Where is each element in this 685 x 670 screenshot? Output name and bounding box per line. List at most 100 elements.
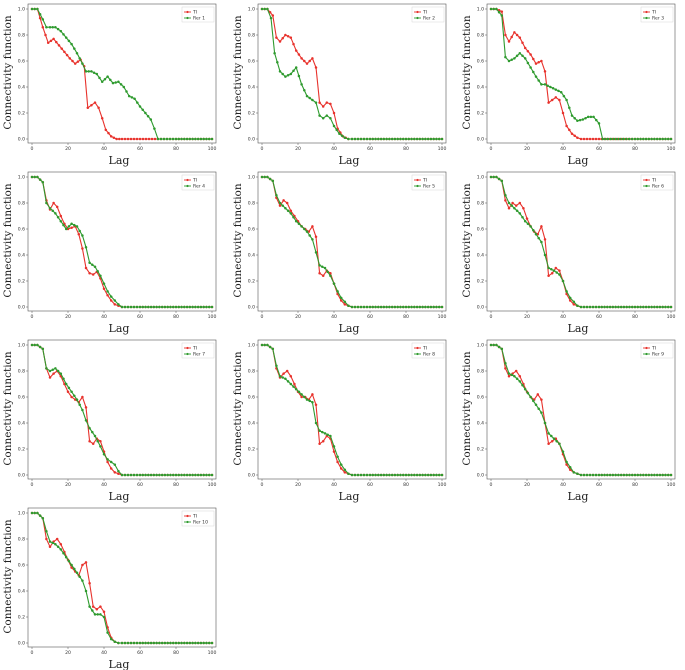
data-point	[404, 137, 408, 141]
data-point	[314, 251, 318, 254]
data-point	[385, 137, 388, 141]
data-point	[343, 471, 347, 474]
data-point	[132, 641, 136, 645]
data-point	[497, 11, 501, 14]
y-tick-label: 1.0	[477, 7, 484, 13]
data-point	[68, 57, 72, 60]
chart-svg: 0 20 40 60 80 100 0.0 0.2 0.4 0.6 0.8 1.0 Connectivi…	[461, 171, 675, 335]
data-point	[62, 223, 65, 227]
data-point	[62, 33, 65, 36]
legend-marker	[186, 178, 189, 182]
data-point	[95, 72, 99, 76]
y-tick-label: 1.0	[18, 7, 25, 13]
data-point	[435, 305, 438, 309]
data-point	[513, 57, 516, 60]
data-point	[382, 473, 386, 477]
x-tick-label: 0	[490, 146, 493, 152]
data-point	[268, 177, 272, 181]
data-point	[597, 137, 601, 141]
data-point	[365, 305, 369, 309]
data-point	[174, 473, 178, 477]
data-point	[123, 305, 127, 309]
y-tick-label: 0.8	[477, 33, 484, 39]
data-point	[84, 266, 88, 270]
data-point	[99, 439, 102, 443]
data-point	[572, 303, 576, 306]
y-tick-label: 0.2	[248, 279, 255, 285]
chart-svg: 0 20 40 60 80 100 0.0 0.2 0.4 0.6 0.8 1.0 Connectivi…	[2, 3, 216, 167]
data-point	[500, 347, 504, 351]
data-point	[183, 641, 186, 645]
data-point	[81, 247, 84, 250]
data-point	[285, 369, 289, 373]
data-point	[109, 460, 113, 464]
data-point	[111, 81, 115, 85]
data-point	[492, 343, 495, 347]
data-point	[52, 201, 55, 205]
data-point	[507, 59, 511, 63]
data-point	[325, 101, 329, 104]
data-point	[78, 229, 81, 233]
data-point	[144, 305, 147, 309]
data-point	[396, 473, 399, 477]
data-point	[661, 473, 664, 477]
data-point	[275, 193, 278, 197]
data-point	[540, 59, 543, 63]
plot-frame	[27, 171, 217, 312]
data-point	[64, 382, 68, 386]
data-point	[630, 137, 634, 141]
data-point	[205, 305, 208, 309]
data-point	[318, 114, 321, 117]
data-point	[207, 473, 211, 477]
data-point	[537, 236, 540, 240]
data-point	[318, 271, 321, 275]
data-point	[91, 263, 94, 266]
y-tick-label: 0.4	[18, 85, 25, 91]
data-point	[561, 450, 565, 453]
series-line-ti	[262, 344, 442, 476]
data-point	[132, 473, 136, 477]
x-tick-label: 20	[65, 482, 71, 488]
data-point	[540, 83, 543, 86]
data-point	[202, 641, 205, 645]
data-point	[191, 473, 194, 477]
data-point	[314, 66, 318, 69]
data-point	[347, 472, 350, 475]
legend-marker	[186, 346, 189, 350]
data-point	[514, 204, 518, 207]
data-point	[597, 305, 601, 309]
data-point	[91, 442, 95, 446]
data-point	[107, 131, 110, 135]
y-axis-label: Connectivity function	[461, 15, 473, 130]
data-point	[260, 7, 264, 11]
data-point	[618, 137, 622, 141]
data-point	[284, 33, 287, 37]
data-point	[513, 31, 516, 34]
data-point	[38, 514, 42, 517]
data-point	[404, 473, 408, 477]
data-point	[350, 137, 354, 141]
data-point	[73, 398, 77, 401]
data-point	[591, 305, 595, 309]
data-point	[45, 25, 48, 29]
data-point	[529, 66, 532, 69]
data-point	[368, 137, 372, 141]
data-point	[156, 137, 160, 141]
data-point	[67, 559, 71, 563]
data-point	[90, 70, 93, 73]
data-point	[356, 137, 360, 141]
data-point	[359, 305, 363, 309]
data-point	[174, 641, 178, 645]
data-point	[84, 406, 88, 409]
data-point	[554, 96, 558, 99]
data-point	[664, 473, 667, 477]
data-point	[149, 473, 153, 477]
data-point	[56, 369, 60, 373]
data-point	[661, 137, 664, 141]
x-axis-label: Lag	[339, 322, 360, 335]
data-point	[540, 411, 543, 414]
data-point	[305, 62, 309, 65]
data-point	[57, 44, 61, 47]
data-point	[526, 391, 530, 395]
